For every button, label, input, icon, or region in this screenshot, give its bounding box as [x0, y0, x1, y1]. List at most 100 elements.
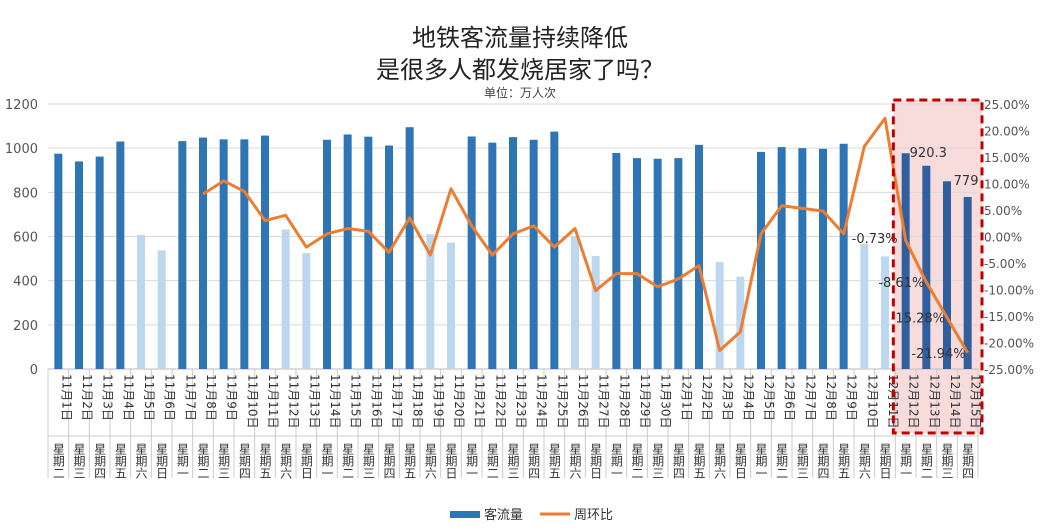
bar	[612, 153, 621, 369]
right-axis-tick: 25.00%	[984, 98, 1030, 112]
weekday-label: 星期三	[651, 443, 665, 479]
chart-title-line2: 是很多人都发烧居家了吗？	[376, 56, 664, 84]
weekday-label: 星期六	[568, 443, 582, 479]
data-label: -0.73%	[852, 232, 898, 247]
weekday-label: 星期二	[775, 443, 789, 479]
weekday-label: 星期四	[237, 443, 251, 479]
category-label: 11月16日	[369, 374, 383, 429]
bar	[385, 145, 393, 369]
weekday-label: 星期六	[134, 443, 148, 479]
bar	[777, 147, 786, 369]
bar	[943, 181, 951, 369]
bar	[819, 148, 827, 369]
right-axis-tick: 5.00%	[984, 204, 1022, 218]
left-axis-tick: 200	[13, 319, 38, 334]
data-label: -8.61%	[878, 276, 924, 291]
category-label: 11月11日	[266, 374, 280, 429]
right-axis-tick: -25.00%	[984, 363, 1034, 377]
weekday-label: 星期二	[485, 443, 499, 479]
bar	[736, 276, 745, 369]
bar	[405, 127, 414, 369]
category-label: 11月18日	[411, 374, 425, 429]
category-label: 11月24日	[535, 374, 549, 429]
category-label: 12月11日	[886, 374, 900, 429]
highlight-box	[891, 98, 984, 435]
bar	[757, 151, 765, 369]
bar	[323, 139, 331, 369]
weekday-label: 星期三	[361, 443, 375, 479]
weekday-label: 星期六	[713, 443, 727, 479]
bar	[447, 242, 455, 369]
category-label: 12月3日	[721, 374, 735, 421]
bar	[116, 141, 125, 369]
bar	[157, 250, 166, 369]
weekday-label: 星期四	[93, 443, 107, 479]
data-label: 779	[954, 174, 979, 189]
bar	[674, 158, 683, 369]
left-axis-tick: 1200	[5, 98, 38, 113]
category-label: 11月7日	[183, 374, 197, 421]
bar	[178, 141, 187, 369]
weekday-label: 星期四	[671, 443, 685, 479]
weekday-label: 星期二	[341, 443, 355, 479]
weekday-label: 星期五	[403, 443, 417, 479]
data-label: -21.94%	[911, 347, 965, 362]
weekday-label: 星期四	[961, 443, 975, 479]
bar	[281, 229, 290, 369]
weekday-label: 星期日	[878, 443, 892, 479]
bar	[901, 153, 910, 369]
weekday-label: 星期三	[217, 443, 231, 479]
bar	[240, 139, 249, 369]
category-label: 11月25日	[555, 374, 569, 429]
bar	[261, 135, 269, 369]
category-label: 11月15日	[349, 374, 363, 429]
category-label: 11月21日	[473, 374, 487, 429]
right-axis-tick: 20.00%	[984, 125, 1030, 139]
weekday-label: 星期五	[113, 443, 127, 479]
weekday-label: 星期一	[465, 443, 479, 479]
bar	[922, 165, 931, 369]
bar	[199, 137, 207, 369]
data-label: -15.28%	[891, 311, 945, 326]
category-label: 11月29日	[638, 374, 652, 429]
left-axis-tick: 0	[30, 363, 38, 378]
bar	[137, 234, 145, 369]
weekday-label: 星期日	[155, 443, 169, 479]
category-label: 11月10日	[245, 374, 259, 429]
weekday-label: 星期三	[795, 443, 809, 479]
category-label: 11月8日	[204, 374, 218, 421]
weekday-label: 星期五	[692, 443, 706, 479]
right-axis-tick: 0.00%	[984, 231, 1022, 245]
right-axis-tick: 15.00%	[984, 151, 1030, 165]
category-label: 11月17日	[390, 374, 404, 429]
bar	[571, 236, 579, 369]
weekday-label: 星期一	[754, 443, 768, 479]
category-label: 11月23日	[514, 374, 528, 429]
weekday-label: 星期二	[919, 443, 933, 479]
bar	[54, 153, 63, 369]
category-label: 11月4日	[121, 374, 135, 421]
weekday-label: 星期五	[837, 443, 851, 479]
weekday-label: 星期二	[51, 443, 65, 479]
category-label: 11月19日	[431, 374, 445, 429]
category-label: 12月4日	[741, 374, 755, 421]
category-label: 11月26日	[576, 374, 590, 429]
weekday-label: 星期四	[382, 443, 396, 479]
bar	[963, 196, 972, 369]
right-axis-tick: 10.00%	[984, 178, 1030, 192]
left-axis-tick: 400	[13, 275, 38, 290]
weekday-label: 星期一	[175, 443, 189, 479]
category-label: 12月5日	[762, 374, 776, 421]
weekday-label: 星期一	[609, 443, 623, 479]
weekday-label: 星期六	[279, 443, 293, 479]
bar	[467, 136, 476, 369]
bar	[798, 148, 807, 369]
bar	[860, 243, 869, 369]
line-series-周环比	[202, 116, 969, 354]
bar	[591, 255, 600, 369]
category-label: 12月8日	[824, 374, 838, 421]
bar	[715, 262, 724, 369]
weekday-label: 星期四	[816, 443, 830, 479]
bar	[633, 158, 641, 369]
